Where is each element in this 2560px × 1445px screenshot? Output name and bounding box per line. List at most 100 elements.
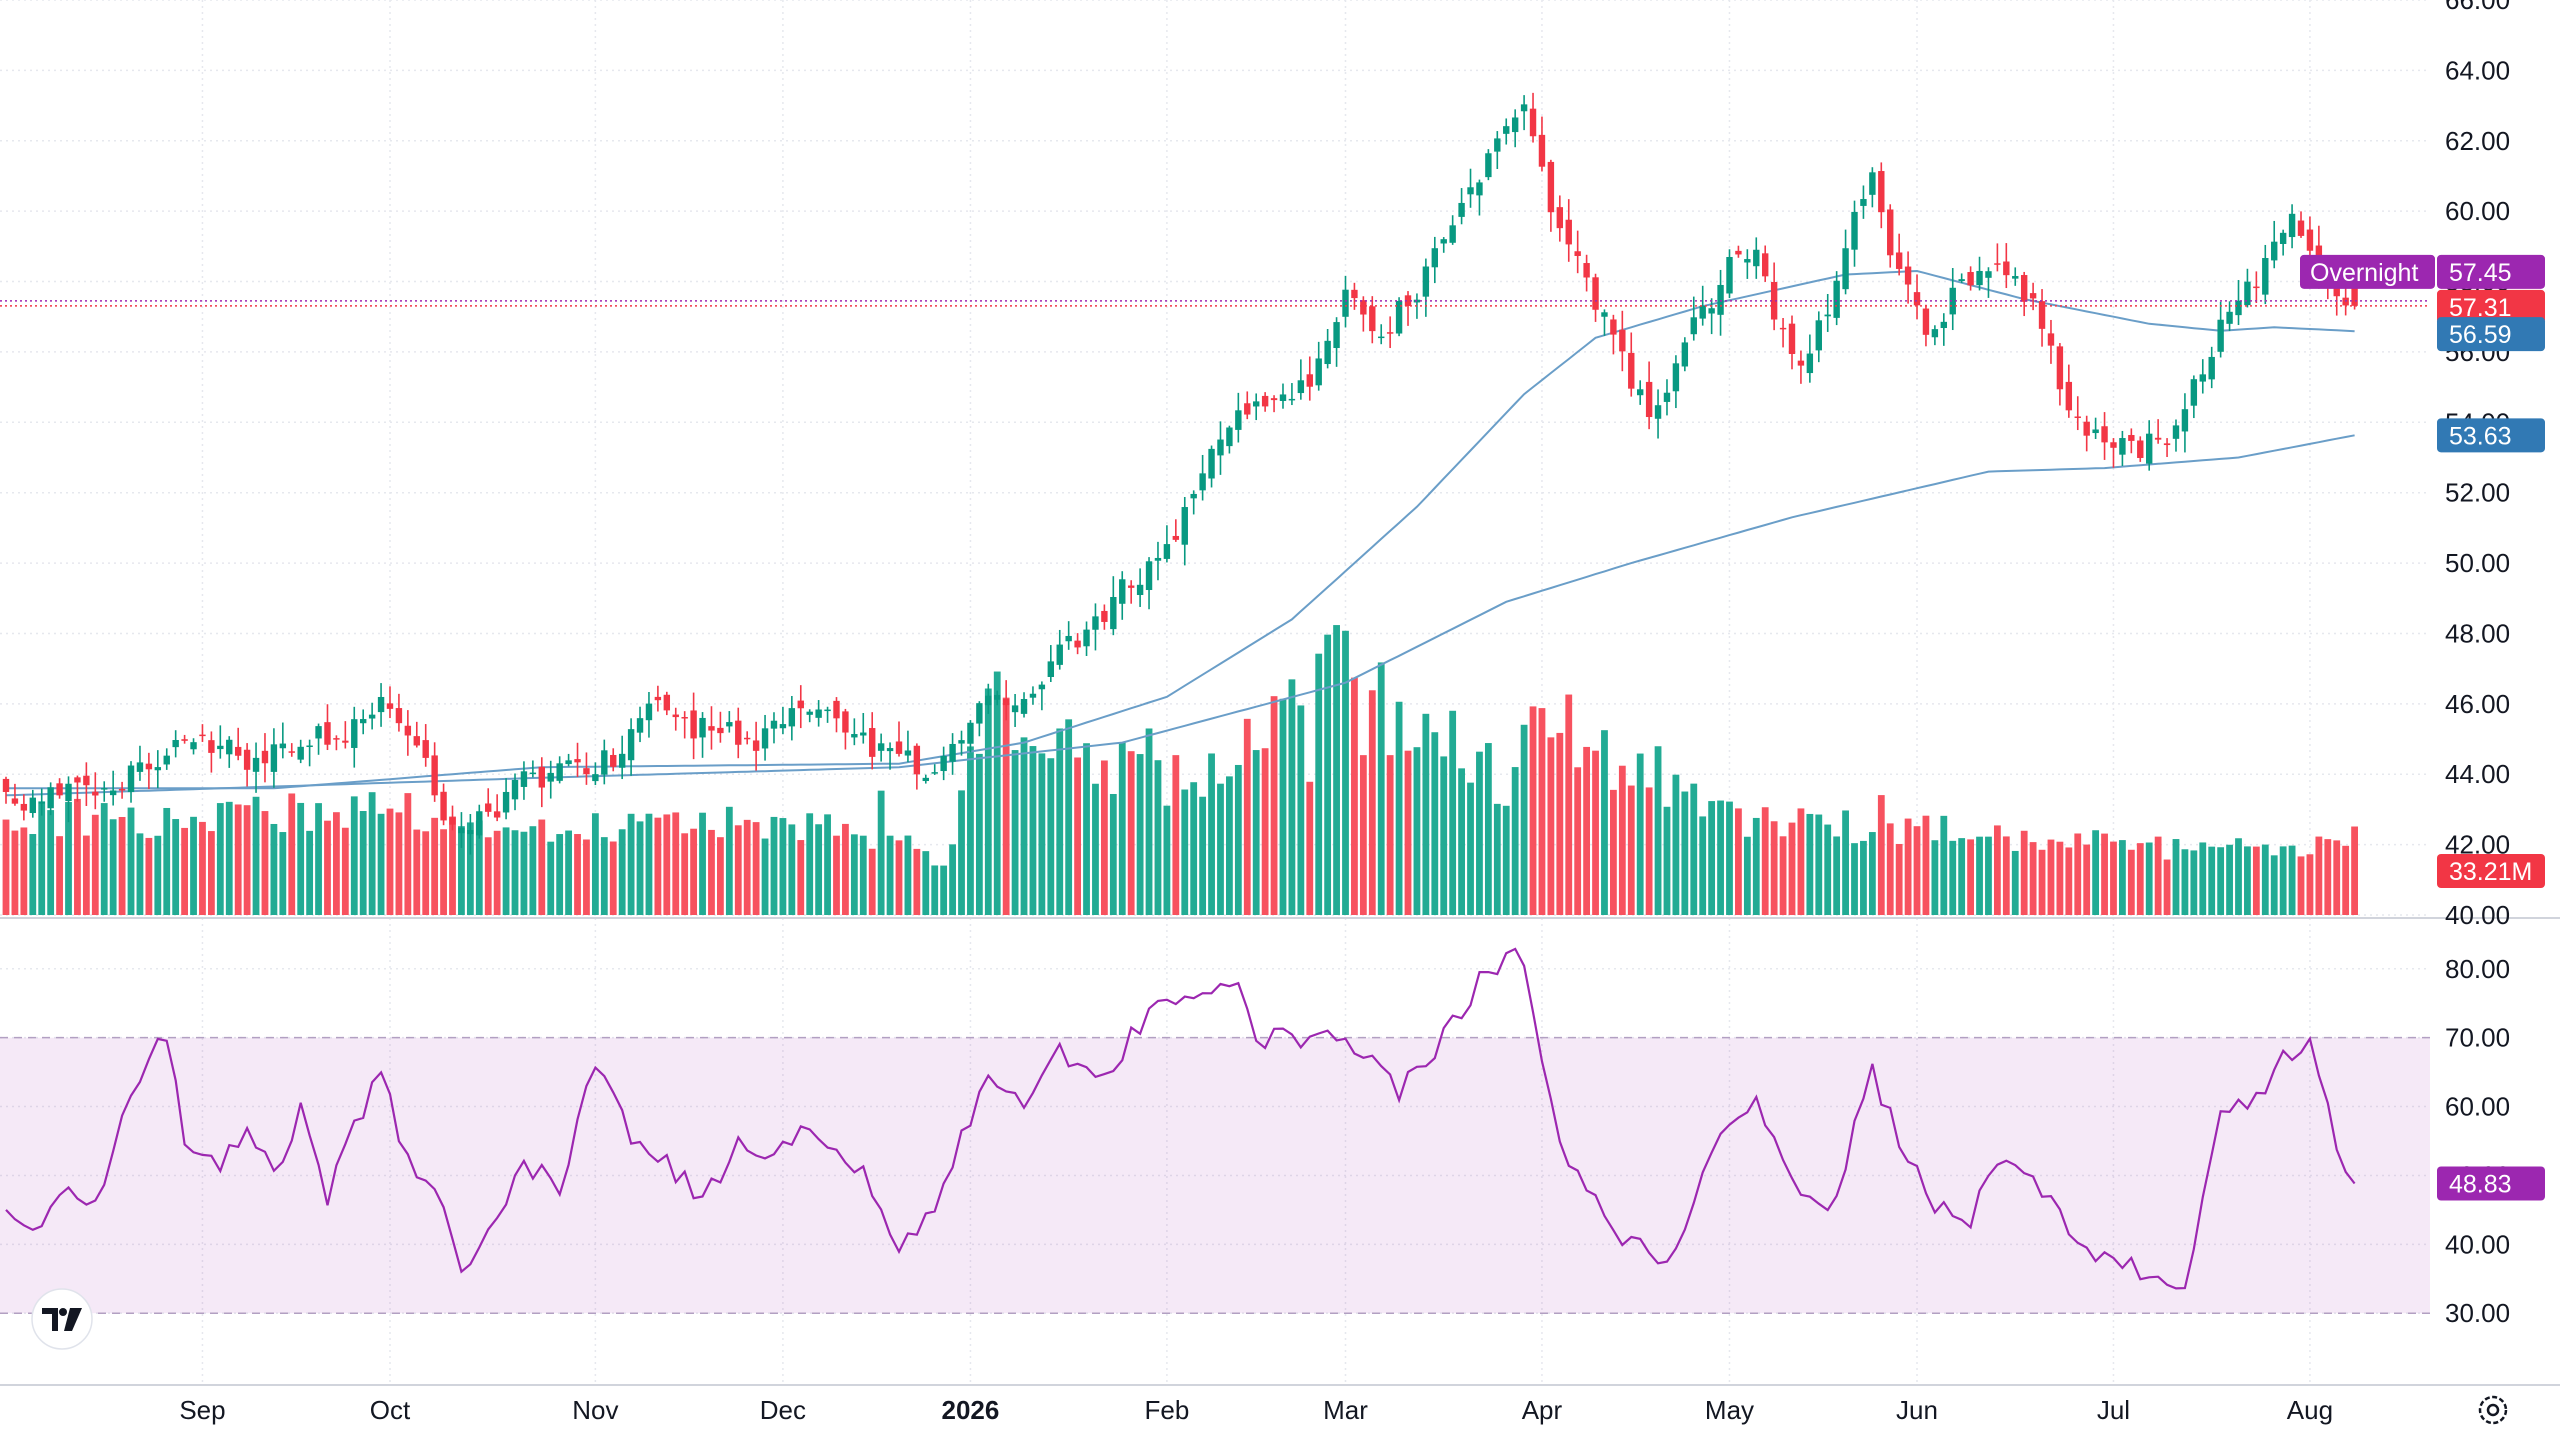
volume-bar bbox=[341, 827, 349, 915]
candle bbox=[895, 721, 903, 757]
candle bbox=[377, 683, 385, 727]
candle bbox=[467, 814, 474, 855]
candle bbox=[1002, 680, 1010, 721]
candle bbox=[2253, 271, 2260, 303]
volume-bar bbox=[2342, 845, 2350, 915]
candle bbox=[65, 776, 72, 823]
volume-bar bbox=[1127, 751, 1135, 915]
candle bbox=[2279, 229, 2287, 256]
candle bbox=[869, 712, 876, 770]
candle bbox=[2244, 268, 2251, 308]
volume-bar bbox=[779, 818, 787, 915]
candle bbox=[270, 728, 278, 788]
candle bbox=[1699, 285, 1706, 326]
rsi-current-tag-text: 48.83 bbox=[2449, 1171, 2512, 1199]
candle bbox=[1208, 445, 1215, 488]
volume-bar bbox=[609, 841, 617, 915]
volume-tag: 33.21M bbox=[2437, 854, 2545, 888]
candle bbox=[1869, 167, 1876, 208]
candle bbox=[886, 742, 894, 770]
volume-bar bbox=[1547, 737, 1555, 915]
volume-bar bbox=[1761, 807, 1769, 915]
volume-bar bbox=[324, 820, 331, 915]
volume-bar bbox=[672, 812, 680, 915]
candle bbox=[226, 736, 233, 768]
candle bbox=[351, 706, 358, 768]
candle bbox=[1762, 245, 1769, 282]
candle bbox=[476, 804, 483, 839]
time-axis-label: Jul bbox=[2097, 1395, 2130, 1425]
volume-bar bbox=[1136, 754, 1144, 915]
volume-bar bbox=[1368, 690, 1376, 915]
volume-bar bbox=[877, 790, 885, 915]
volume-bar bbox=[1538, 708, 1546, 915]
volume-bar bbox=[1002, 697, 1010, 915]
volume-bar bbox=[690, 828, 698, 915]
volume-bar bbox=[1976, 836, 1983, 915]
candle bbox=[1440, 237, 1447, 253]
candle bbox=[243, 743, 251, 787]
candle bbox=[1636, 380, 1644, 405]
candle bbox=[2, 776, 10, 804]
candle bbox=[217, 725, 224, 759]
volume-bar bbox=[1395, 701, 1403, 915]
candle bbox=[1645, 361, 1653, 430]
volume-bar bbox=[163, 807, 171, 915]
candle bbox=[1136, 568, 1144, 607]
candle bbox=[2172, 419, 2180, 452]
candle bbox=[1476, 179, 1483, 216]
volume-bar bbox=[2252, 846, 2260, 915]
candle bbox=[181, 734, 188, 744]
candle bbox=[458, 812, 465, 848]
candle bbox=[1511, 109, 1519, 148]
candle bbox=[976, 701, 983, 737]
volume-bar bbox=[395, 812, 403, 915]
volume-bar bbox=[993, 671, 1001, 915]
volume-bar bbox=[1743, 836, 1751, 915]
candle bbox=[1011, 694, 1019, 727]
candle bbox=[1672, 355, 1680, 409]
candle bbox=[11, 783, 19, 806]
candle bbox=[2012, 267, 2019, 286]
rsi-band bbox=[0, 1036, 2430, 1314]
candle bbox=[1038, 681, 1046, 711]
candle bbox=[1333, 317, 1340, 367]
last-price-tag: 57.31 bbox=[2437, 289, 2545, 324]
volume-bar bbox=[1449, 710, 1457, 915]
candle bbox=[1583, 254, 1590, 292]
volume-bar bbox=[1618, 765, 1626, 915]
volume-bar bbox=[315, 803, 322, 915]
volume-bar bbox=[975, 753, 983, 915]
candle bbox=[1163, 525, 1171, 563]
candle bbox=[1538, 116, 1546, 172]
candle bbox=[1369, 296, 1376, 344]
candle bbox=[1708, 298, 1715, 335]
price-axis-label: 46.00 bbox=[2445, 689, 2510, 719]
candle bbox=[118, 781, 126, 799]
volume-bar bbox=[252, 796, 260, 915]
volume-bar bbox=[565, 830, 572, 915]
candle bbox=[574, 742, 581, 778]
candle bbox=[1601, 309, 1608, 336]
volume-bar bbox=[2297, 856, 2305, 915]
volume-bar bbox=[1797, 808, 1805, 915]
candle bbox=[797, 685, 804, 729]
candle bbox=[583, 752, 590, 785]
volume-bar bbox=[2110, 841, 2117, 915]
tradingview-logo-icon[interactable] bbox=[31, 1288, 93, 1350]
candle bbox=[2154, 419, 2162, 444]
candle bbox=[261, 733, 269, 783]
volume-bar bbox=[29, 834, 37, 915]
volume-bar bbox=[2306, 854, 2314, 915]
volume-bar bbox=[1833, 836, 1841, 915]
candle bbox=[1226, 425, 1233, 454]
volume-bar bbox=[2074, 833, 2082, 915]
volume-bar bbox=[1770, 821, 1778, 915]
candle bbox=[779, 706, 787, 735]
candle bbox=[645, 691, 653, 738]
volume-bar bbox=[422, 831, 430, 915]
volume-bar bbox=[458, 826, 465, 915]
volume-bar bbox=[815, 824, 823, 915]
settings-gear-icon[interactable] bbox=[2478, 1395, 2508, 1425]
